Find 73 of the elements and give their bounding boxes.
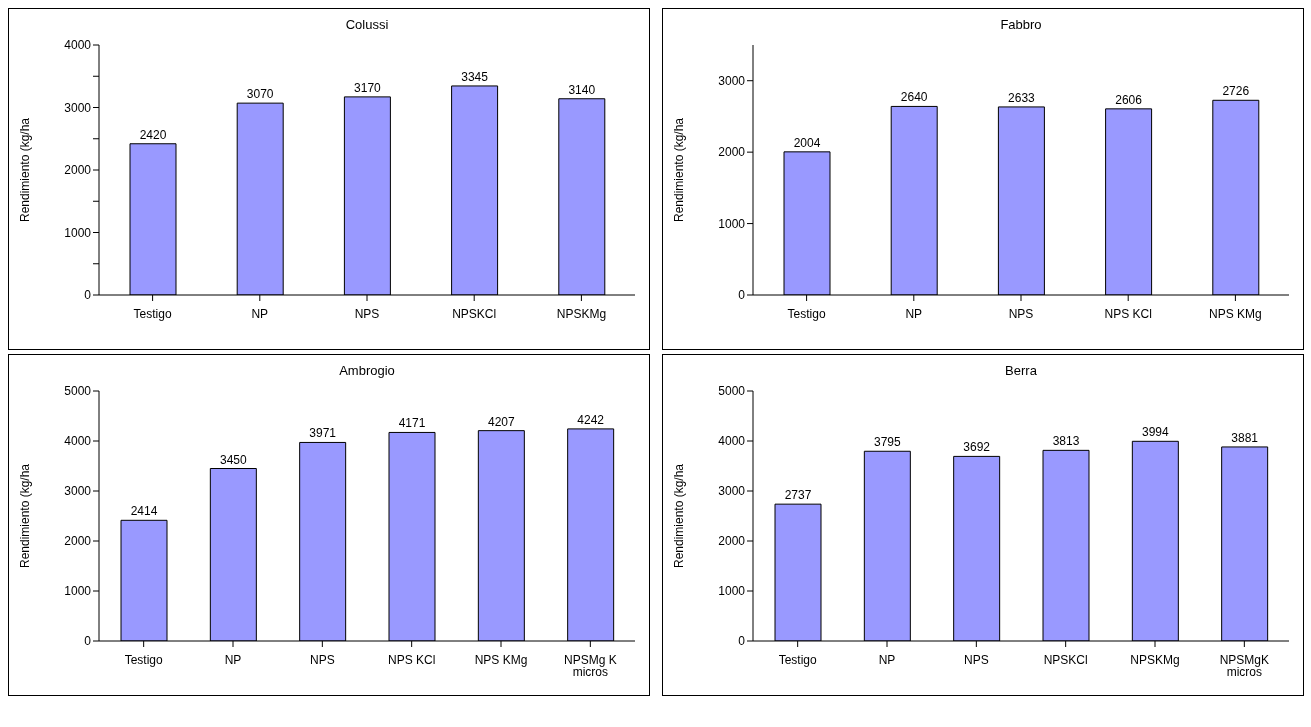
x-tick-label: NPSKCl xyxy=(1043,652,1088,667)
y-axis-title: Rendimiento (kg/ha xyxy=(672,463,687,569)
data-label: 2004 xyxy=(793,135,821,150)
x-tick-label: NP xyxy=(905,306,923,321)
y-tick-label: 0 xyxy=(84,634,92,649)
chart-title: Berra xyxy=(1004,363,1038,378)
x-tick-label: NPS KMg xyxy=(1209,306,1262,321)
y-tick-label: 3000 xyxy=(64,100,92,115)
data-label: 2606 xyxy=(1115,92,1143,107)
y-tick-label: 3000 xyxy=(718,73,746,88)
data-label: 3813 xyxy=(1052,434,1080,449)
x-tick-label: NP xyxy=(251,306,269,321)
x-tick-label: NPSKMg xyxy=(556,306,607,321)
data-label: 3070 xyxy=(246,87,274,102)
y-axis-title: Rendimiento (kg/ha xyxy=(18,463,33,569)
y-tick-label: 1000 xyxy=(718,584,746,599)
data-label: 4207 xyxy=(487,414,515,429)
y-tick-label: 0 xyxy=(84,288,92,303)
data-label: 4171 xyxy=(398,416,426,431)
data-label: 3971 xyxy=(309,426,337,441)
chart-title: Fabbro xyxy=(999,17,1043,32)
x-tick-label: NPS xyxy=(1008,306,1034,321)
data-label: 3450 xyxy=(219,452,247,467)
data-label: 3170 xyxy=(354,80,382,95)
y-tick-label: 2000 xyxy=(64,534,92,549)
y-tick-label: 2000 xyxy=(718,145,746,160)
x-tick-label: NPS xyxy=(354,306,380,321)
x-tick-label: NPSKMg xyxy=(1130,652,1180,667)
x-tick-label: Testigo xyxy=(778,652,817,667)
chart-title: Colussi xyxy=(344,17,390,32)
x-tick-label: NPS KMg xyxy=(474,652,528,667)
data-label: 3795 xyxy=(873,435,901,450)
x-tick-label: NPSKCl xyxy=(452,306,497,321)
y-tick-label: 3000 xyxy=(64,484,92,499)
data-label: 4242 xyxy=(577,412,605,427)
y-axis-title: Rendimiento (kg/ha xyxy=(672,117,687,223)
x-tick-label: NPS xyxy=(963,652,989,667)
y-tick-label: 5000 xyxy=(64,384,92,399)
y-tick-label: 4000 xyxy=(64,38,92,53)
data-label: 2414 xyxy=(130,504,158,519)
x-tick-label: Testigo xyxy=(133,306,172,321)
data-label: 3994 xyxy=(1141,425,1169,440)
x-tick-label: Testigo xyxy=(124,652,163,667)
data-label: 2633 xyxy=(1008,90,1036,105)
y-tick-label: 0 xyxy=(738,634,746,649)
x-tick-label: NPS xyxy=(309,652,335,667)
y-tick-label: 4000 xyxy=(64,434,92,449)
chart-title: Ambrogio xyxy=(338,363,396,378)
y-tick-label: 1000 xyxy=(64,584,92,599)
x-tick-label: NPSMgK micros xyxy=(1219,652,1270,679)
data-label: 3881 xyxy=(1231,430,1259,445)
data-label: 3345 xyxy=(461,69,489,84)
x-tick-label: NPS KCl xyxy=(387,652,436,667)
data-label: 2640 xyxy=(900,90,928,105)
x-tick-label: NPS KCl xyxy=(1104,306,1152,321)
x-tick-label: NP xyxy=(224,652,242,667)
data-label: 3692 xyxy=(963,440,991,455)
y-tick-label: 1000 xyxy=(718,216,746,231)
y-tick-label: 5000 xyxy=(718,384,746,399)
y-tick-label: 1000 xyxy=(64,225,92,240)
y-tick-label: 2000 xyxy=(64,163,92,178)
x-tick-label: NP xyxy=(878,652,896,667)
data-label: 2737 xyxy=(784,488,812,503)
x-tick-label: NPSMg K micros xyxy=(563,652,617,679)
y-tick-label: 4000 xyxy=(718,434,746,449)
y-tick-label: 2000 xyxy=(718,534,746,549)
y-tick-label: 0 xyxy=(738,288,746,303)
y-axis-title: Rendimiento (kg/ha xyxy=(18,117,33,223)
data-label: 2420 xyxy=(139,127,167,142)
y-tick-label: 3000 xyxy=(718,484,746,499)
data-label: 2726 xyxy=(1222,84,1250,99)
data-label: 3140 xyxy=(568,82,596,97)
x-tick-label: Testigo xyxy=(787,306,826,321)
